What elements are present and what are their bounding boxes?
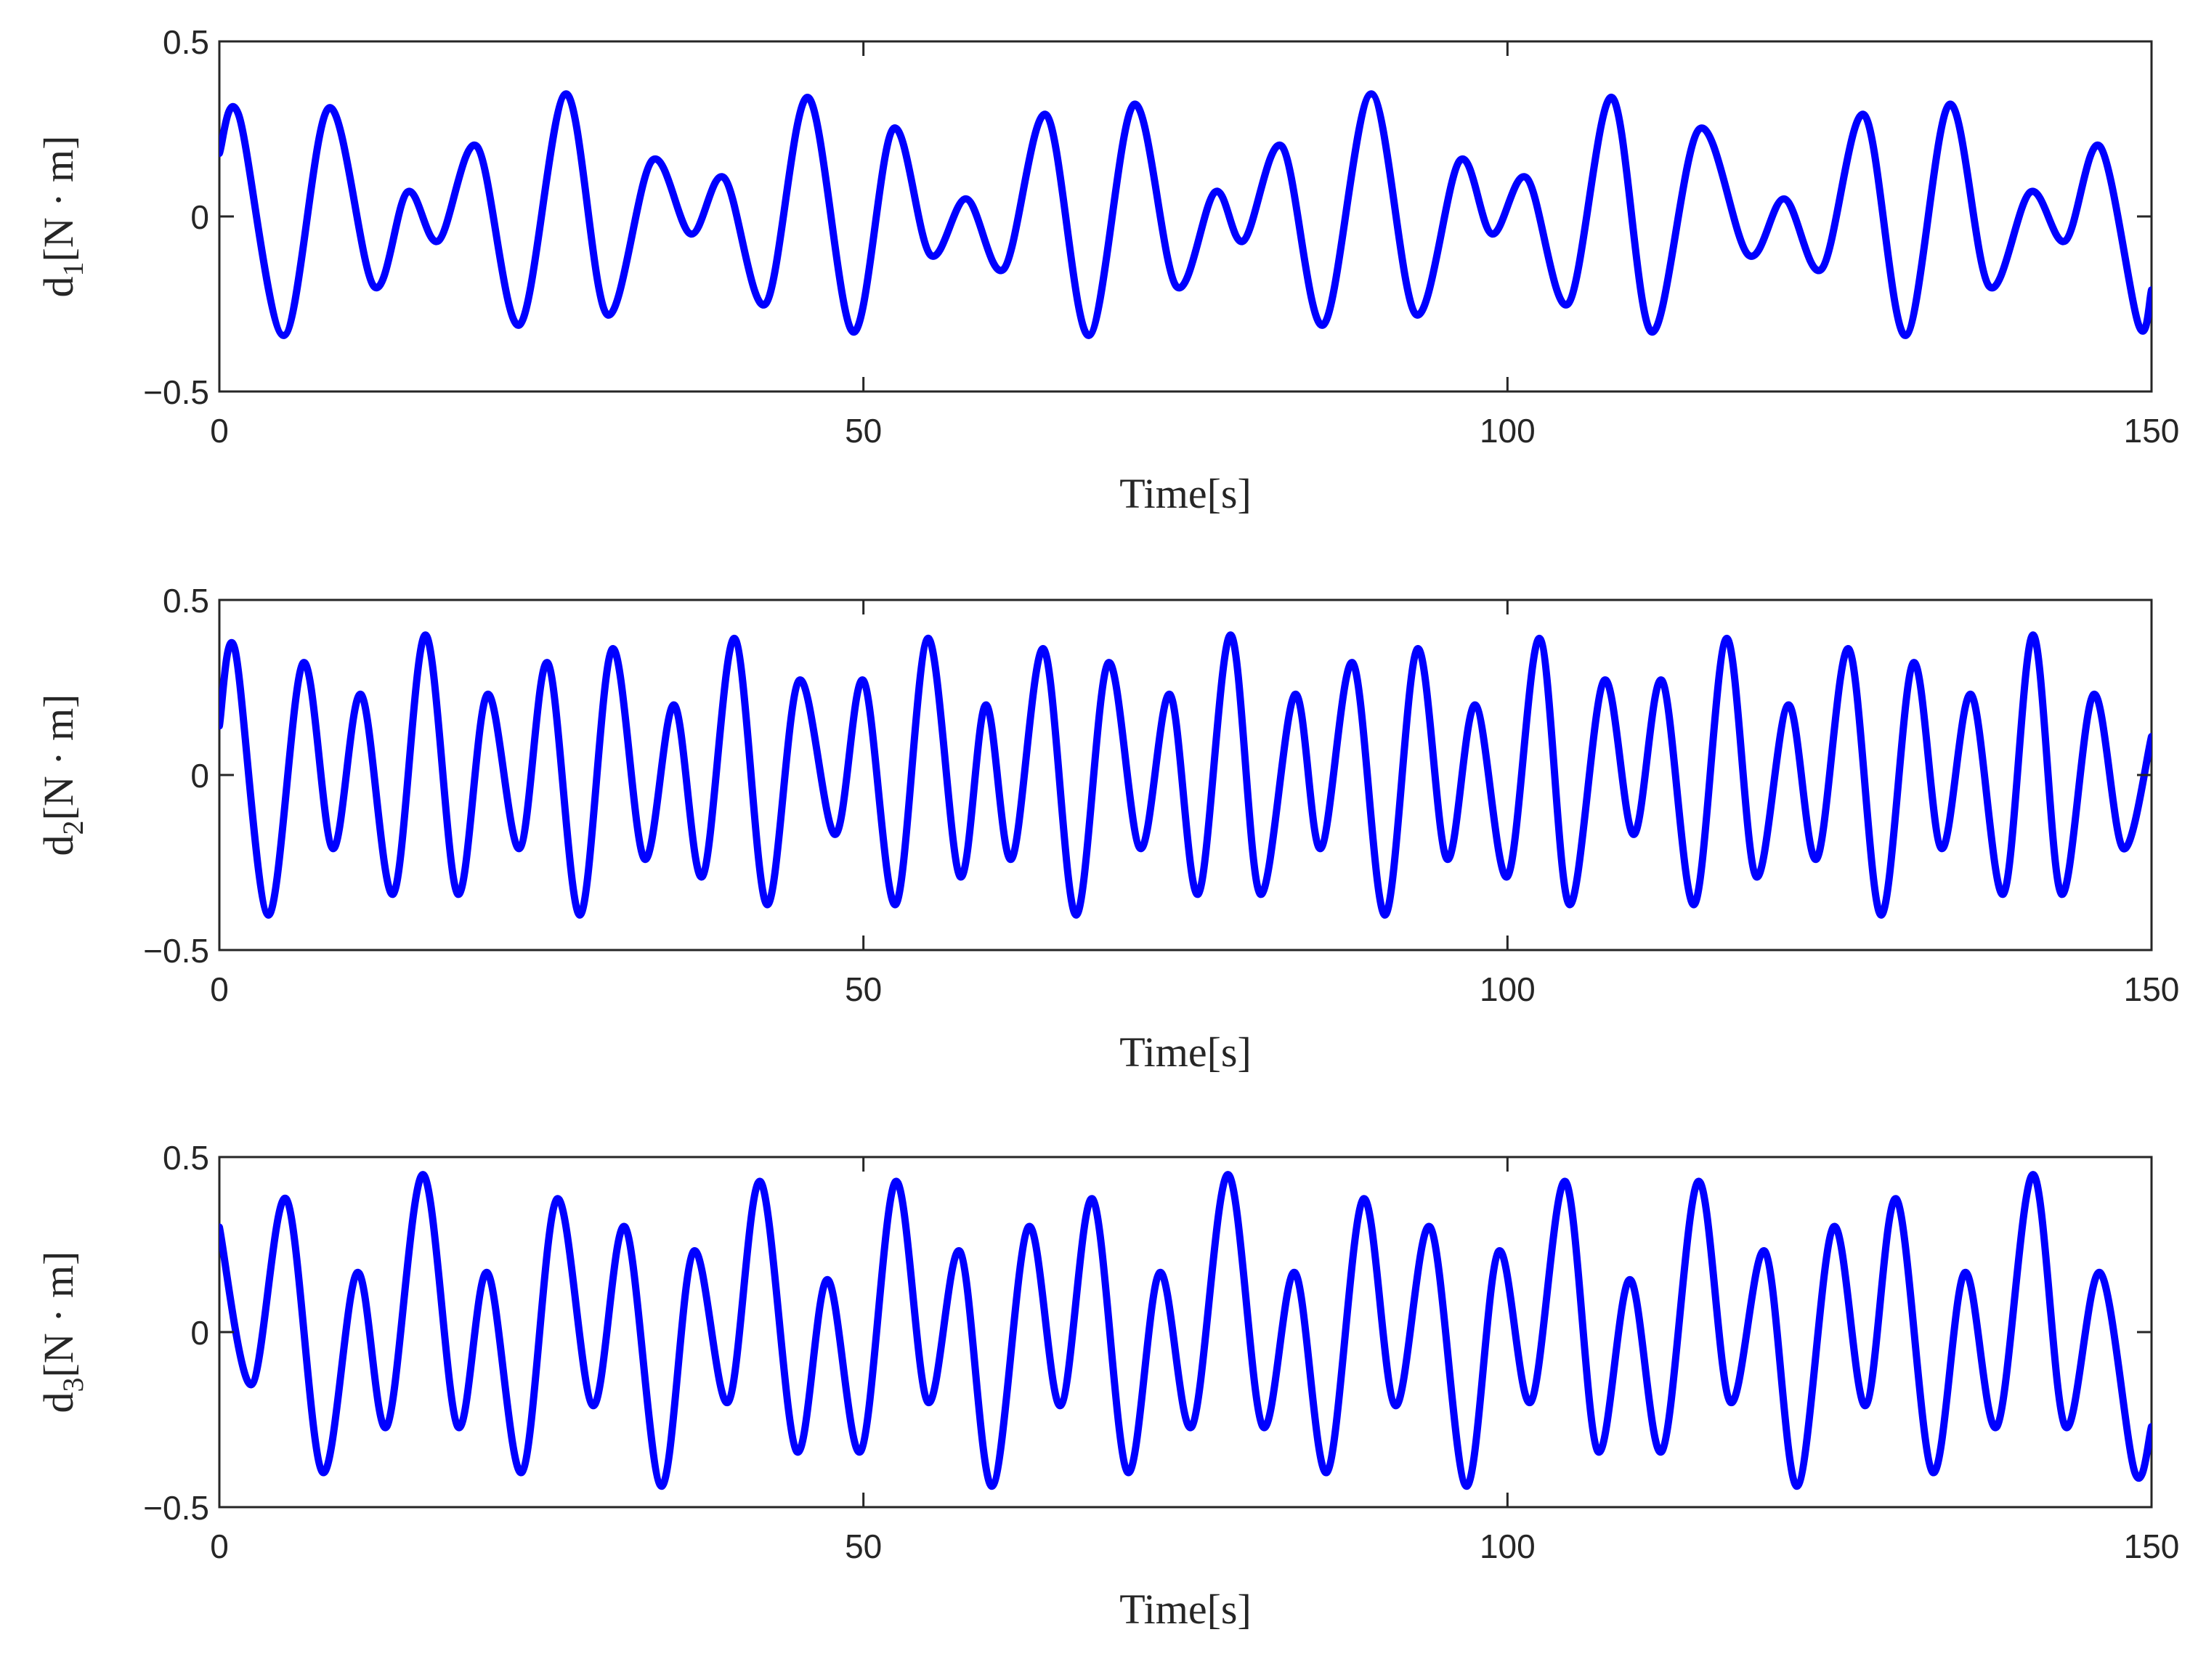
y-axis-label: d2[N · m] (35, 694, 89, 856)
subplot-d2: Time[s] d2[N · m] 0 50 100 150−0.500.5 (35, 582, 2179, 1076)
y-axis-label-unit: [N · m] (35, 694, 82, 821)
x-tick-label: 150 (2124, 412, 2180, 450)
x-axis-label: Time[s] (1119, 1028, 1252, 1076)
y-tick-label: −0.5 (143, 1489, 209, 1527)
y-tick-label: −0.5 (143, 932, 209, 970)
y-axis-label-main: d (35, 276, 82, 297)
y-tick-label: 0.5 (163, 23, 209, 61)
subplot-d1: Time[s] d1[N · m] 0 50 100 150−0.500.5 (35, 23, 2179, 517)
series-line-d3 (219, 1171, 2152, 1490)
y-axis-label-main: d (35, 835, 82, 856)
y-tick-label: 0 (190, 198, 209, 236)
axes-frame (218, 40, 2153, 393)
y-axis-label-unit: [N · m] (35, 1251, 82, 1378)
x-tick-label: 150 (2124, 1527, 2180, 1565)
x-tick-label: 100 (1480, 970, 1536, 1008)
x-tick-label: 50 (845, 1527, 882, 1565)
series-line-d2 (219, 631, 2152, 919)
y-tick-label: 0 (190, 757, 209, 795)
x-tick-label: 50 (845, 970, 882, 1008)
y-axis-label-subscript: 1 (57, 261, 89, 276)
x-tick-label: 0 (210, 1527, 229, 1565)
y-axis-label-subscript: 3 (57, 1377, 89, 1392)
y-axis-label-subscript: 2 (57, 820, 89, 835)
x-tick-label: 0 (210, 970, 229, 1008)
axes-frame (218, 1156, 2153, 1509)
y-tick-label: −0.5 (143, 373, 209, 411)
y-axis-label: d1[N · m] (35, 136, 89, 298)
y-tick-label: 0.5 (163, 1139, 209, 1177)
x-axis-label: Time[s] (1119, 1586, 1252, 1633)
series-line-d1 (219, 90, 2152, 339)
x-tick-label: 100 (1480, 412, 1536, 450)
x-axis-label: Time[s] (1119, 470, 1252, 517)
x-tick-label: 50 (845, 412, 882, 450)
x-tick-label: 150 (2124, 970, 2180, 1008)
y-tick-label: 0.5 (163, 582, 209, 620)
x-tick-label: 100 (1480, 1527, 1536, 1565)
y-axis-label-main: d (35, 1392, 82, 1413)
y-tick-label: 0 (190, 1314, 209, 1352)
x-tick-label: 0 (210, 412, 229, 450)
subplot-d3: Time[s] d3[N · m] 0 50 100 150−0.500.5 (35, 1139, 2179, 1633)
y-axis-label-unit: [N · m] (35, 136, 82, 262)
y-axis-label: d3[N · m] (35, 1251, 89, 1413)
